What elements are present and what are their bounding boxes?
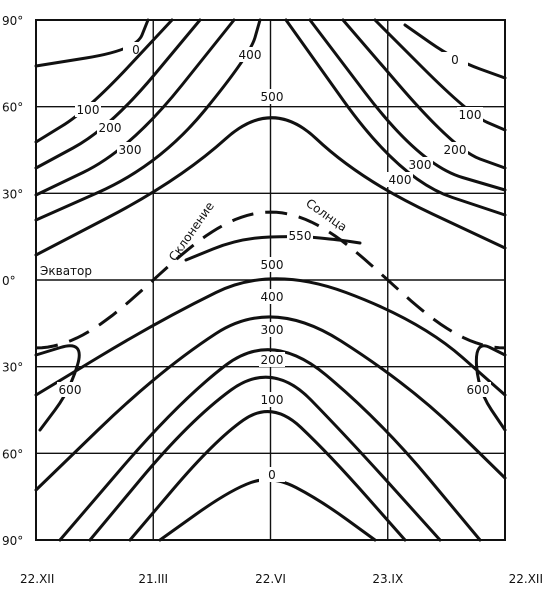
- isoline-400: [34, 18, 262, 222]
- isoline-300: [58, 348, 482, 542]
- isoline-label: 100: [261, 393, 284, 407]
- isoline-label: 500: [261, 258, 284, 272]
- isoline-label: 500: [261, 90, 284, 104]
- x-tick-label: 21.III: [138, 572, 168, 586]
- isoline-label: 550: [289, 229, 312, 243]
- isoline-label: 300: [261, 323, 284, 337]
- x-tick-label: 23.IX: [372, 572, 403, 586]
- isoline-0: [403, 23, 507, 80]
- isoline-300: [308, 18, 507, 192]
- isoline-500: [34, 277, 507, 397]
- isoline-label-bg: [57, 382, 83, 397]
- isoline-label: 200: [261, 353, 284, 367]
- isoline-label-bg: [117, 142, 143, 157]
- isoline-0: [158, 478, 377, 542]
- isoline-label-bg: [387, 172, 413, 187]
- isoline-600: [474, 344, 507, 432]
- isoline-label-bg: [259, 289, 285, 304]
- y-ticks: 90° 60° 30° 0° 30° 60° 90°: [2, 14, 23, 548]
- isoline-label-bg: [75, 102, 101, 117]
- isoline-label-bg: [287, 228, 313, 243]
- isoline-label: 0: [268, 468, 276, 482]
- isoline-label: 200: [99, 121, 122, 135]
- isoline-200: [34, 18, 202, 170]
- isoline-label: 0: [132, 43, 140, 57]
- isoline-100: [128, 410, 407, 542]
- isoline-label: 0: [451, 53, 459, 67]
- isoline-label: 400: [389, 173, 412, 187]
- isoline-label: 600: [467, 383, 490, 397]
- y-tick-label: 30°: [2, 361, 23, 375]
- isoline-label: 600: [59, 383, 82, 397]
- x-tick-label: 22.VI: [255, 572, 286, 586]
- x-tick-label: 22.XII: [509, 572, 543, 586]
- isoline-label-bg: [97, 120, 123, 135]
- isoline-200: [88, 375, 442, 542]
- isoline-label-bg: [259, 352, 285, 367]
- isoline-label: 300: [409, 158, 432, 172]
- y-tick-label: 90°: [2, 14, 23, 28]
- isoline-label-bg: [259, 322, 285, 337]
- y-tick-label: 60°: [2, 447, 23, 461]
- isoline-label-bg: [259, 257, 285, 272]
- isoline-400: [34, 315, 507, 492]
- isoline-label-bg: [259, 467, 285, 482]
- isoline-500: [34, 116, 507, 257]
- equator-label: Экватор: [40, 264, 92, 278]
- isoline-label-bg: [407, 157, 433, 172]
- isoline-300: [34, 18, 236, 197]
- isoline-label: 200: [444, 143, 467, 157]
- y-tick-label: 60°: [2, 101, 23, 115]
- isoline-label-bg: [259, 392, 285, 407]
- x-tick-label: 22.XII: [20, 572, 54, 586]
- isoline-label: 400: [239, 48, 262, 62]
- isoline-label: 300: [119, 143, 142, 157]
- sun-declination-label-1: Склонение: [166, 199, 217, 263]
- isoline-label-bg: [465, 382, 491, 397]
- sun-declination-curve: [35, 210, 506, 350]
- isoline-100: [373, 18, 507, 132]
- y-tick-label: 0°: [2, 274, 16, 288]
- isoline-label-bg: [237, 47, 263, 62]
- isoline-label-bg: [442, 142, 468, 157]
- isoline-label-bg: [442, 52, 468, 67]
- isoline-200: [341, 18, 507, 170]
- plot-frame: [35, 19, 506, 541]
- x-ticks: 22.XII 21.III 22.VI 23.IX 22.XII: [20, 572, 543, 586]
- isoline-550: [184, 235, 362, 262]
- y-tick-label: 30°: [2, 187, 23, 201]
- isoline-label-bg: [259, 89, 285, 104]
- isoline-label: 400: [261, 290, 284, 304]
- y-tick-label: 90°: [2, 534, 23, 548]
- isoline-label-bg: [457, 107, 483, 122]
- isoline-600: [34, 344, 81, 432]
- isoline-400: [284, 18, 507, 217]
- isoline-label: 100: [77, 103, 100, 117]
- isoline-label: 100: [459, 108, 482, 122]
